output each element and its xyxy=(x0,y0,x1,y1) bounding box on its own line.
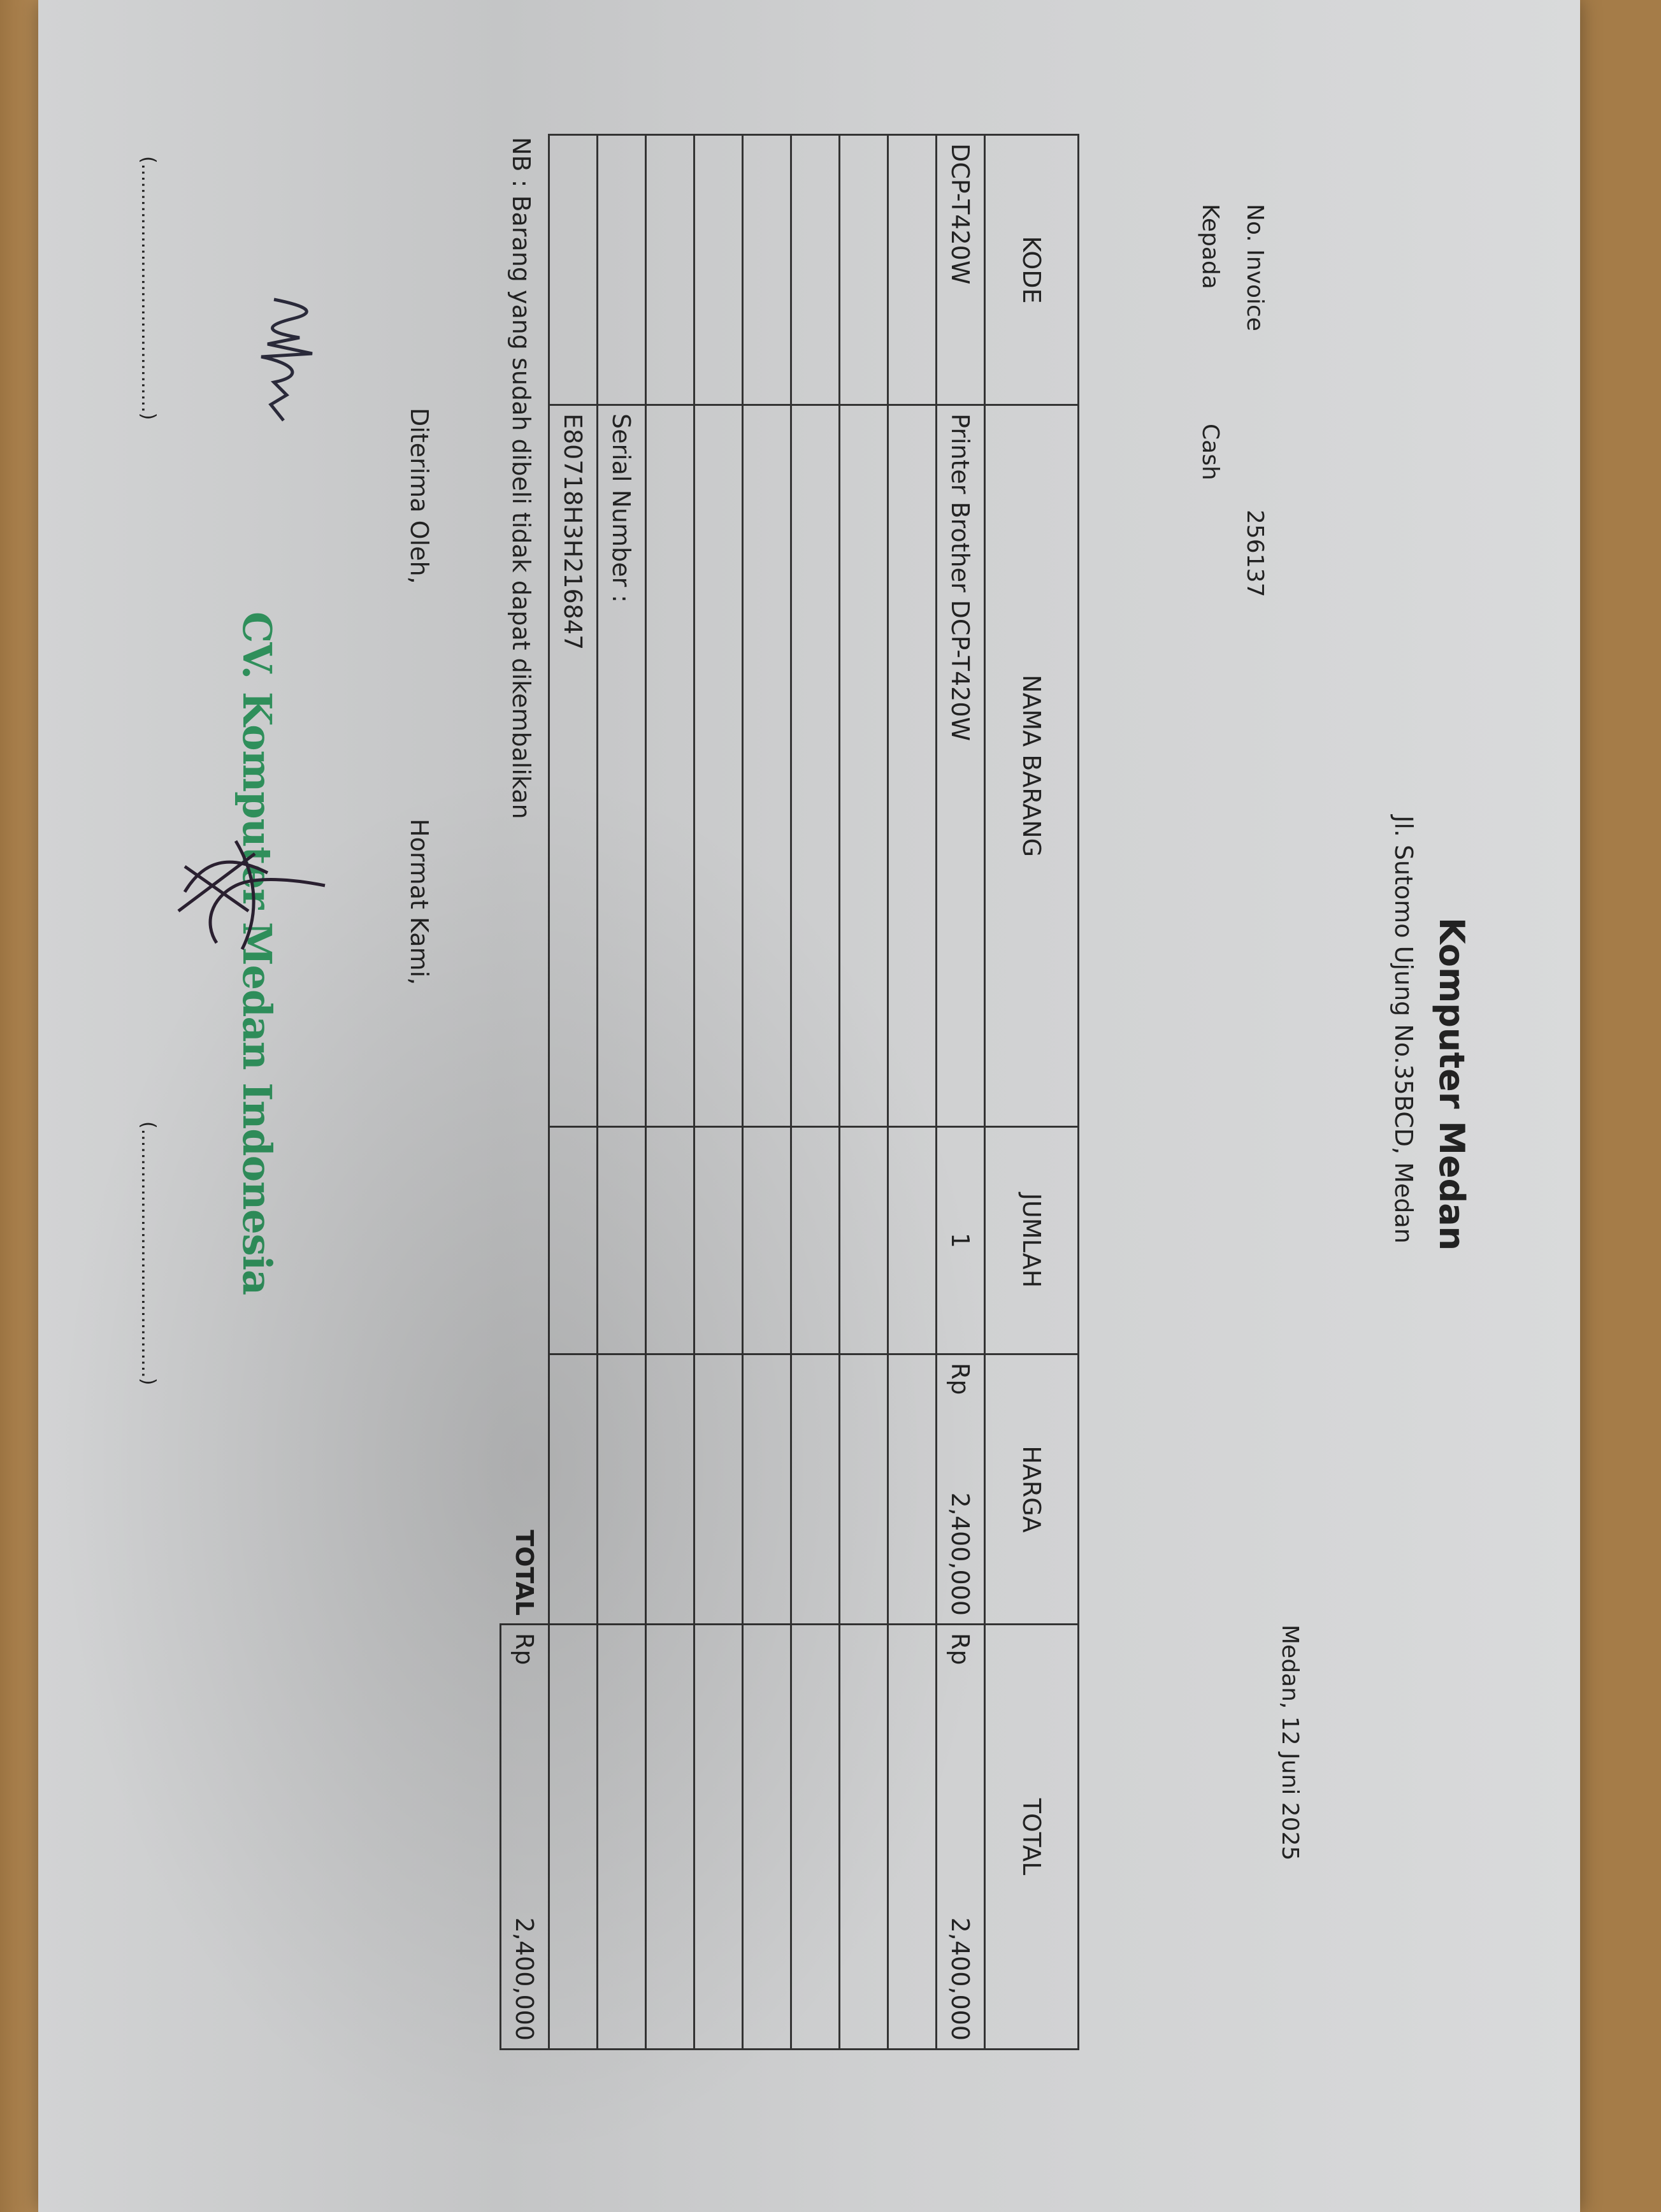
table-row: E80718H3H216847 xyxy=(549,134,598,2050)
table-row: DCP-T420W Printer Brother DCP-T420W 1 Rp… xyxy=(936,134,985,2050)
col-harga: HARGA xyxy=(984,1354,1079,1625)
cell-nama xyxy=(742,405,791,1127)
to-value: Cash xyxy=(1197,424,1223,480)
cell-jumlah: 1 xyxy=(936,1126,985,1354)
grand-total-value: 2,400,000 xyxy=(510,1917,539,2041)
cell-harga: Rp 2,400,000 xyxy=(936,1354,985,1625)
currency: Rp xyxy=(946,1633,975,1665)
company-address: Jl. Sutomo Ujung No.35BCD, Medan xyxy=(1390,815,1418,1244)
invoice-paper: Komputer Medan Jl. Sutomo Ujung No.35BCD… xyxy=(38,0,1580,2212)
received-label: Diterima Oleh, xyxy=(405,408,433,584)
table-row xyxy=(694,134,743,2050)
table-row xyxy=(791,134,840,2050)
currency: Rp xyxy=(510,1633,539,1665)
company-name: Komputer Medan xyxy=(1432,917,1472,1251)
cell-nama xyxy=(791,405,840,1127)
invoice-date: Medan, 12 Juni 2025 xyxy=(1277,1625,1303,1861)
regards-label: Hormat Kami, xyxy=(405,819,433,986)
table-row: Serial Number : xyxy=(597,134,646,2050)
cell-nama: E80718H3H216847 xyxy=(549,405,598,1127)
cell-nama xyxy=(694,405,743,1127)
sign-line-left: (.......................................… xyxy=(137,156,159,420)
invoice-label: No. Invoice xyxy=(1242,204,1268,331)
table-row xyxy=(645,134,694,2050)
col-jumlah: JUMLAH xyxy=(984,1126,1079,1354)
signature-received xyxy=(261,298,313,422)
table-row xyxy=(742,134,791,2050)
cell-nama: Serial Number : xyxy=(597,405,646,1127)
items-table: KODE NAMA BARANG JUMLAH HARGA TOTAL DCP-… xyxy=(500,134,1079,2050)
currency: Rp xyxy=(946,1363,975,1395)
table-row xyxy=(888,134,937,2050)
cell-nama: Printer Brother DCP-T420W xyxy=(936,405,985,1127)
col-kode: KODE xyxy=(984,134,1079,405)
note: NB : Barang yang sudah dibeli tidak dapa… xyxy=(507,137,535,819)
cell-nama xyxy=(645,405,694,1127)
sign-line-right: (.......................................… xyxy=(137,1121,159,1386)
col-total: TOTAL xyxy=(984,1624,1079,2050)
table-row xyxy=(839,134,888,2050)
cell-nama xyxy=(888,405,937,1127)
grand-total: Rp 2,400,000 xyxy=(500,1624,549,2050)
invoice-number: 256137 xyxy=(1242,510,1268,598)
signature-issuer xyxy=(177,840,326,951)
total-value: 2,400,000 xyxy=(946,1917,975,2041)
cell-kode: DCP-T420W xyxy=(936,134,985,405)
harga-value: 2,400,000 xyxy=(946,1492,975,1616)
cell-total: Rp 2,400,000 xyxy=(936,1624,985,2050)
to-label: Kepada xyxy=(1197,204,1223,289)
table-header: KODE NAMA BARANG JUMLAH HARGA TOTAL xyxy=(984,134,1079,2050)
cell-nama xyxy=(839,405,888,1127)
col-nama: NAMA BARANG xyxy=(984,405,1079,1127)
